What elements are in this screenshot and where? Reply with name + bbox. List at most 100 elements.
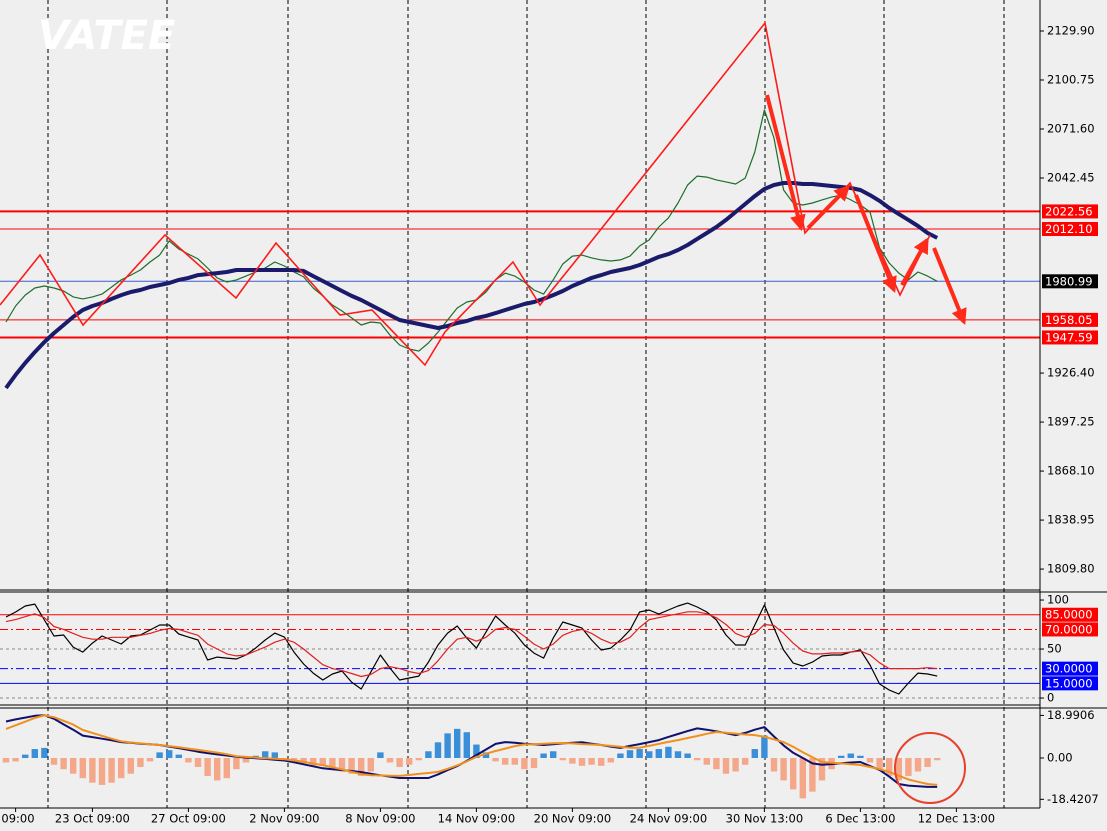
histogram-bar (79, 758, 86, 779)
histogram-bar (511, 758, 518, 765)
histogram-bar (770, 758, 778, 772)
histogram-bar (684, 753, 691, 758)
y-tick-label: 2042.45 (1047, 170, 1095, 184)
x-tick-label: 6 Dec 13:00 (825, 812, 895, 826)
histogram-bar (425, 751, 432, 758)
histogram-bar (636, 749, 643, 758)
histogram-bar (540, 753, 547, 758)
histogram-bar (454, 728, 461, 758)
histogram-bar (386, 758, 394, 763)
plot-layer: 2129.90 2100.75 2071.60 2042.45 1926.40 1897.… (0, 23, 1099, 806)
histogram-bar (127, 758, 134, 774)
histogram-bar (31, 749, 38, 758)
histogram-bar (655, 749, 662, 758)
histogram-bar (646, 751, 653, 758)
histogram-bar (12, 758, 19, 762)
y-tick-label: 1809.80 (1047, 562, 1095, 576)
x-tick-label: 12 Dec 13:00 (918, 812, 995, 826)
histogram-bar (118, 758, 125, 779)
histogram-bar (578, 758, 586, 766)
arrow (900, 237, 929, 286)
level-label: 2012.10 (1045, 222, 1093, 236)
series-line (4, 181, 939, 390)
x-tick-label: 14 Nov 09:00 (438, 812, 516, 826)
histogram-bar (732, 758, 739, 772)
x-tick-label: 30 Nov 13:00 (726, 812, 804, 826)
histogram-bar (924, 758, 931, 767)
histogram-bar (559, 758, 566, 761)
level-box (1042, 622, 1098, 637)
histogram-bar (895, 758, 902, 781)
histogram-bar (742, 758, 749, 765)
arrow (854, 194, 897, 293)
histogram-bar (22, 754, 29, 758)
x-tick-label: 2 Nov 09:00 (249, 812, 319, 826)
histogram-bar (790, 758, 797, 790)
histogram-bar (876, 758, 883, 770)
histogram-bar (271, 752, 278, 758)
histogram-bar (818, 758, 826, 781)
x-tick-label: 09:00 (1, 812, 34, 826)
histogram-bar (838, 755, 845, 758)
level-label: 30.0000 (1045, 662, 1093, 676)
y-tick-label: 0 (1047, 691, 1054, 705)
y-tick-label: 1838.95 (1047, 513, 1095, 527)
histogram-bar (799, 758, 806, 799)
histogram-bar (156, 752, 163, 758)
histogram-bar (550, 751, 557, 758)
histogram-bar (377, 752, 384, 758)
histogram-bar (473, 744, 480, 758)
level-box (1042, 676, 1098, 691)
histogram-bar (60, 758, 67, 770)
histogram-bar (626, 750, 634, 758)
histogram-bar (233, 758, 240, 770)
watermark: VATEE (38, 13, 175, 59)
histogram-bar (242, 758, 250, 763)
histogram-bar (598, 758, 605, 766)
histogram-bar (866, 758, 874, 763)
level-box (1042, 607, 1098, 622)
series-line (5, 714, 938, 786)
level-box (1042, 661, 1098, 676)
x-tick-label: 27 Oct 09:00 (151, 812, 226, 826)
x-tick-label: 23 Oct 09:00 (55, 812, 130, 826)
histogram-bar (780, 758, 787, 781)
level-box (1042, 312, 1098, 327)
y-tick-label: 1897.25 (1047, 415, 1095, 429)
histogram-bar (722, 758, 730, 774)
frame (0, 0, 1107, 809)
histogram-bar (694, 758, 701, 761)
histogram-bar (713, 758, 720, 770)
histogram-bar (665, 746, 672, 758)
histogram-bar (50, 758, 58, 765)
histogram-bar (70, 758, 77, 774)
histogram-bar (905, 758, 912, 776)
histogram-bar (358, 758, 365, 776)
level-box (1042, 204, 1098, 219)
series-line (5, 611, 938, 678)
level-label: 70.0000 (1045, 622, 1093, 636)
level-label: 1958.05 (1045, 313, 1093, 327)
histogram-bar (809, 758, 816, 792)
histogram-bar (406, 758, 413, 765)
level-label: 85.0000 (1045, 608, 1093, 622)
histogram-bar (463, 732, 470, 758)
arrow (806, 184, 851, 230)
level-label: 2022.56 (1045, 204, 1093, 218)
histogram-bar (434, 742, 442, 758)
x-tick-label: 8 Nov 09:00 (345, 812, 415, 826)
series-line (5, 602, 938, 695)
histogram-bar (223, 758, 230, 779)
histogram-bar (934, 758, 941, 761)
histogram-bar (521, 758, 528, 770)
level-label: 1947.59 (1045, 330, 1093, 344)
x-tick-label: 20 Nov 09:00 (534, 812, 612, 826)
histogram-bar (502, 758, 509, 765)
histogram-bar (886, 758, 893, 776)
histogram-bar (204, 758, 211, 776)
histogram-bar (569, 758, 576, 764)
histogram-bar (338, 758, 346, 772)
histogram-bar (214, 758, 221, 781)
